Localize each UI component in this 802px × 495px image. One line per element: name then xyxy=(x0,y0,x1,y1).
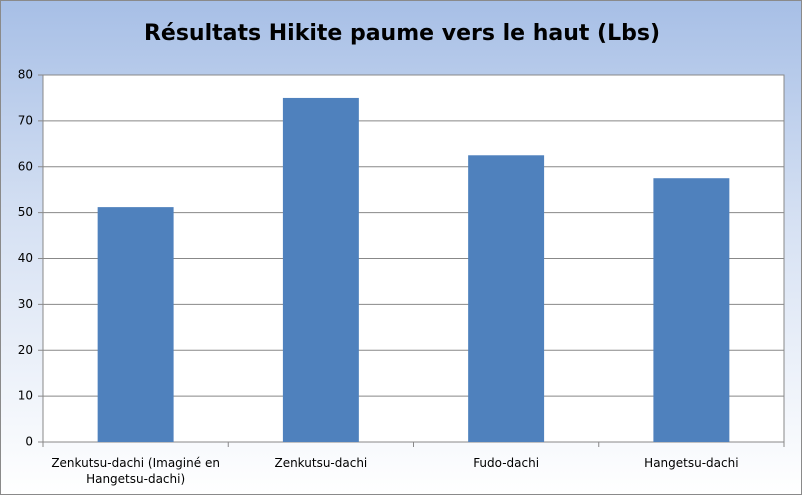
bar xyxy=(653,178,730,442)
bar xyxy=(97,207,174,442)
bar xyxy=(468,155,545,442)
y-tick-label: 70 xyxy=(18,113,33,127)
x-tick-label: Zenkutsu-dachi xyxy=(274,456,368,470)
y-tick-label: 10 xyxy=(18,389,33,403)
x-tick-label: Zenkutsu-dachi (Imaginé en Hangetsu-dach… xyxy=(51,456,220,486)
x-tick-label: Hangetsu-dachi xyxy=(644,456,739,470)
y-tick-label: 30 xyxy=(18,297,33,311)
chart-title: Résultats Hikite paume vers le haut (Lbs… xyxy=(144,21,660,46)
y-tick-label: 20 xyxy=(18,343,33,357)
y-tick-label: 0 xyxy=(25,435,33,449)
y-tick-label: 60 xyxy=(18,159,33,173)
x-tick-label: Fudo-dachi xyxy=(473,456,540,470)
bar xyxy=(282,97,359,442)
y-tick-label: 40 xyxy=(18,251,33,265)
y-tick-label: 80 xyxy=(18,68,33,82)
y-tick-label: 50 xyxy=(18,205,33,219)
